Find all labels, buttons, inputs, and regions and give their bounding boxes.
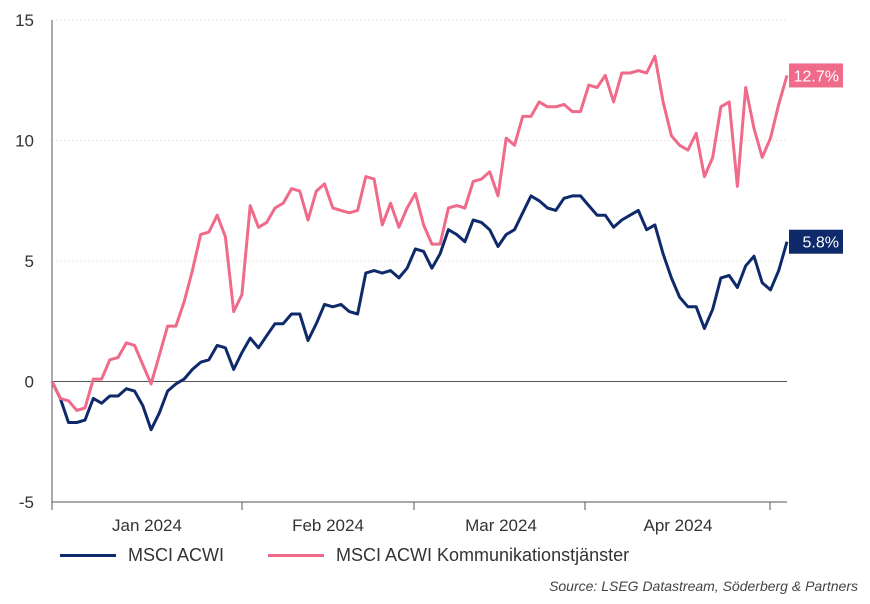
legend-swatch-comm: [268, 554, 325, 557]
y-tick-label: 15: [15, 11, 34, 30]
legend: MSCI ACWI MSCI ACWI Kommunikationstjänst…: [60, 545, 629, 566]
legend-label-acwi: MSCI ACWI: [128, 545, 225, 565]
legend-item-acwi: MSCI ACWI: [60, 545, 224, 566]
legend-item-comm: MSCI ACWI Kommunikationstjänster: [268, 545, 629, 566]
end-label-box-1: [789, 63, 843, 88]
legend-swatch-acwi: [60, 554, 116, 557]
end-label-box-0: [789, 229, 843, 254]
x-tick-label: Apr 2024: [644, 516, 713, 535]
y-tick-label: -5: [19, 493, 34, 512]
series-line-0: [50, 194, 789, 432]
y-tick-label: 5: [25, 252, 34, 271]
end-label-1: 12.7%: [794, 68, 839, 85]
x-tick-label: Jan 2024: [112, 516, 182, 535]
legend-label-comm: MSCI ACWI Kommunikationstjänster: [336, 545, 630, 565]
end-label-0: 5.8%: [803, 235, 839, 252]
x-tick-label: Feb 2024: [292, 516, 364, 535]
series-line-1: [50, 54, 789, 412]
y-tick-label: 10: [15, 132, 34, 151]
y-tick-label: 0: [25, 373, 34, 392]
x-tick-label: Mar 2024: [465, 516, 537, 535]
line-chart: -5 0 5 10 15 Jan 2024 Feb 2024 Mar 2024 Apr 2024…: [15, 11, 843, 535]
source-note: Source: LSEG Datastream, Söderberg & Par…: [549, 578, 858, 594]
